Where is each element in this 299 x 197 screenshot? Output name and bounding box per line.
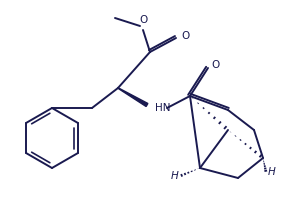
Text: H: H [268,167,276,177]
Text: O: O [140,15,148,25]
Polygon shape [118,88,148,107]
Text: O: O [181,31,189,41]
Text: H: H [170,171,178,181]
Text: O: O [211,60,219,70]
Text: HN: HN [155,103,170,113]
